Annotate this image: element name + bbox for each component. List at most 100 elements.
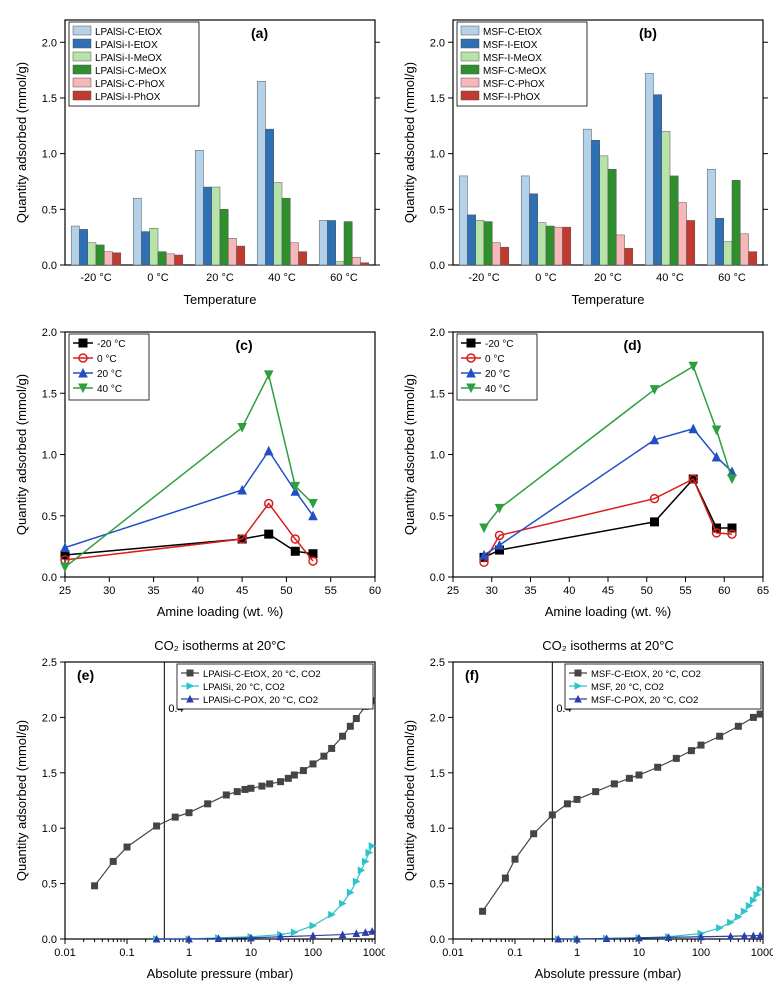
- svg-text:0.01: 0.01: [442, 947, 463, 959]
- svg-text:20 °C: 20 °C: [97, 369, 122, 380]
- figure-grid: 0.0 0.5 1.0 1.5 2.0 -20 °C 0 °C 20 °C 40 °C 60 °C…: [10, 10, 773, 984]
- svg-text:30: 30: [103, 585, 115, 597]
- svg-text:(b): (b): [639, 25, 657, 41]
- svg-text:0.1: 0.1: [507, 947, 522, 959]
- svg-text:0.0: 0.0: [42, 572, 57, 584]
- svg-text:CO₂ isotherms at 20°C: CO₂ isotherms at 20°C: [542, 638, 674, 653]
- svg-text:25: 25: [59, 585, 71, 597]
- svg-text:0.01: 0.01: [54, 947, 75, 959]
- svg-text:30: 30: [485, 585, 497, 597]
- svg-text:0.5: 0.5: [42, 879, 57, 891]
- svg-text:100: 100: [304, 947, 322, 959]
- svg-text:2.0: 2.0: [429, 37, 444, 49]
- svg-text:1.5: 1.5: [429, 768, 444, 780]
- svg-text:1: 1: [573, 947, 579, 959]
- svg-text:60 °C: 60 °C: [718, 272, 746, 284]
- svg-text:Absolute pressure (mbar): Absolute pressure (mbar): [147, 966, 294, 981]
- svg-text:MSF-I-EtOX: MSF-I-EtOX: [483, 40, 538, 51]
- panel-c: 0.00.51.01.52.02530354045505560Amine loa…: [10, 322, 386, 622]
- svg-text:2.0: 2.0: [42, 327, 57, 339]
- svg-text:1.5: 1.5: [42, 388, 57, 400]
- svg-text:2.0: 2.0: [42, 712, 57, 724]
- svg-text:MSF-C-POX, 20 °C, CO2: MSF-C-POX, 20 °C, CO2: [591, 695, 698, 706]
- svg-text:MSF-C-PhOX: MSF-C-PhOX: [483, 79, 545, 90]
- svg-text:0.5: 0.5: [429, 879, 444, 891]
- svg-text:Amine loading (wt. %): Amine loading (wt. %): [544, 604, 670, 619]
- svg-text:Quantity adsorbed (mmol/g): Quantity adsorbed (mmol/g): [402, 62, 417, 223]
- svg-text:40 °C: 40 °C: [656, 272, 684, 284]
- svg-text:10: 10: [632, 947, 644, 959]
- svg-text:100: 100: [691, 947, 709, 959]
- svg-text:10: 10: [245, 947, 257, 959]
- svg-text:40: 40: [192, 585, 204, 597]
- svg-text:45: 45: [601, 585, 613, 597]
- svg-text:50: 50: [640, 585, 652, 597]
- panel-a: 0.00.51.01.52.0-20 °C0 °C20 °C40 °C60 °C…: [10, 10, 386, 310]
- svg-text:1.0: 1.0: [42, 823, 57, 835]
- svg-text:Quantity adsorbed (mmol/g): Quantity adsorbed (mmol/g): [402, 374, 417, 535]
- svg-text:1: 1: [186, 947, 192, 959]
- svg-text:0.0: 0.0: [42, 934, 57, 946]
- svg-text:LPAlSi, 20 °C, CO2: LPAlSi, 20 °C, CO2: [203, 682, 285, 693]
- svg-text:0 °C: 0 °C: [535, 272, 557, 284]
- svg-text:0.0: 0.0: [42, 260, 57, 272]
- svg-text:-20 °C: -20 °C: [97, 339, 125, 350]
- svg-text:MSF, 20 °C, CO2: MSF, 20 °C, CO2: [591, 682, 664, 693]
- svg-text:0.5: 0.5: [429, 511, 444, 523]
- svg-text:1.0: 1.0: [42, 450, 57, 462]
- svg-text:LPAlSi-I-PhOX: LPAlSi-I-PhOX: [95, 92, 161, 103]
- svg-text:0.0: 0.0: [429, 572, 444, 584]
- svg-text:0.0: 0.0: [429, 934, 444, 946]
- svg-text:Quantity adsorbed (mmol/g): Quantity adsorbed (mmol/g): [14, 62, 29, 223]
- svg-text:1.5: 1.5: [42, 93, 57, 105]
- svg-text:2.0: 2.0: [42, 37, 57, 49]
- svg-text:40: 40: [563, 585, 575, 597]
- svg-text:65: 65: [756, 585, 768, 597]
- svg-text:20 °C: 20 °C: [485, 369, 510, 380]
- svg-text:1000: 1000: [363, 947, 385, 959]
- svg-text:LPAlSi-I-EtOX: LPAlSi-I-EtOX: [95, 40, 158, 51]
- svg-text:MSF-C-EtOX, 20 °C, CO2: MSF-C-EtOX, 20 °C, CO2: [591, 669, 701, 680]
- svg-text:60: 60: [718, 585, 730, 597]
- svg-text:0 °C: 0 °C: [485, 354, 505, 365]
- svg-text:Absolute pressure (mbar): Absolute pressure (mbar): [534, 966, 681, 981]
- svg-text:40 °C: 40 °C: [268, 272, 296, 284]
- svg-text:50: 50: [280, 585, 292, 597]
- svg-text:Temperature: Temperature: [184, 292, 257, 307]
- svg-text:45: 45: [236, 585, 248, 597]
- svg-text:0.5: 0.5: [429, 204, 444, 216]
- svg-text:CO₂ isotherms at 20°C: CO₂ isotherms at 20°C: [154, 638, 286, 653]
- svg-text:-20 °C: -20 °C: [80, 272, 111, 284]
- svg-text:Temperature: Temperature: [571, 292, 644, 307]
- svg-text:40 °C: 40 °C: [97, 384, 122, 395]
- svg-text:-20 °C: -20 °C: [468, 272, 499, 284]
- svg-text:0 °C: 0 °C: [147, 272, 169, 284]
- svg-text:2.5: 2.5: [429, 657, 444, 669]
- svg-text:2.5: 2.5: [42, 657, 57, 669]
- panel-e: CO₂ isotherms at 20°C 0.0 0.5 1.0 1.5 2.0 2.5 0…: [10, 634, 386, 984]
- svg-text:Amine loading (wt. %): Amine loading (wt. %): [157, 604, 283, 619]
- svg-text:MSF-I-MeOX: MSF-I-MeOX: [483, 53, 542, 64]
- svg-text:0.5: 0.5: [42, 204, 57, 216]
- panel-d: 0.00.51.01.52.0253035404550556065Amine l…: [398, 322, 774, 622]
- svg-text:LPAlSi-C-POX, 20 °C, CO2: LPAlSi-C-POX, 20 °C, CO2: [203, 695, 318, 706]
- svg-text:55: 55: [325, 585, 337, 597]
- svg-text:LPAlSi-C-EtOX, 20 °C, CO2: LPAlSi-C-EtOX, 20 °C, CO2: [203, 669, 321, 680]
- svg-text:1.0: 1.0: [42, 149, 57, 161]
- svg-text:Quantity adsorbed (mmol/g): Quantity adsorbed (mmol/g): [14, 720, 29, 881]
- svg-text:0.5: 0.5: [42, 511, 57, 523]
- svg-text:35: 35: [524, 585, 536, 597]
- svg-text:0.1: 0.1: [119, 947, 134, 959]
- svg-text:1.0: 1.0: [429, 149, 444, 161]
- svg-text:2.0: 2.0: [429, 712, 444, 724]
- svg-text:1.0: 1.0: [429, 823, 444, 835]
- svg-text:20 °C: 20 °C: [594, 272, 622, 284]
- svg-text:1.5: 1.5: [42, 768, 57, 780]
- svg-text:Quantity adsorbed (mmol/g): Quantity adsorbed (mmol/g): [14, 374, 29, 535]
- svg-text:LPAlSi-I-MeOX: LPAlSi-I-MeOX: [95, 53, 162, 64]
- svg-text:(c): (c): [236, 337, 253, 353]
- svg-text:1000: 1000: [750, 947, 772, 959]
- svg-text:1.5: 1.5: [429, 93, 444, 105]
- svg-text:-20 °C: -20 °C: [485, 339, 513, 350]
- svg-text:1.0: 1.0: [429, 450, 444, 462]
